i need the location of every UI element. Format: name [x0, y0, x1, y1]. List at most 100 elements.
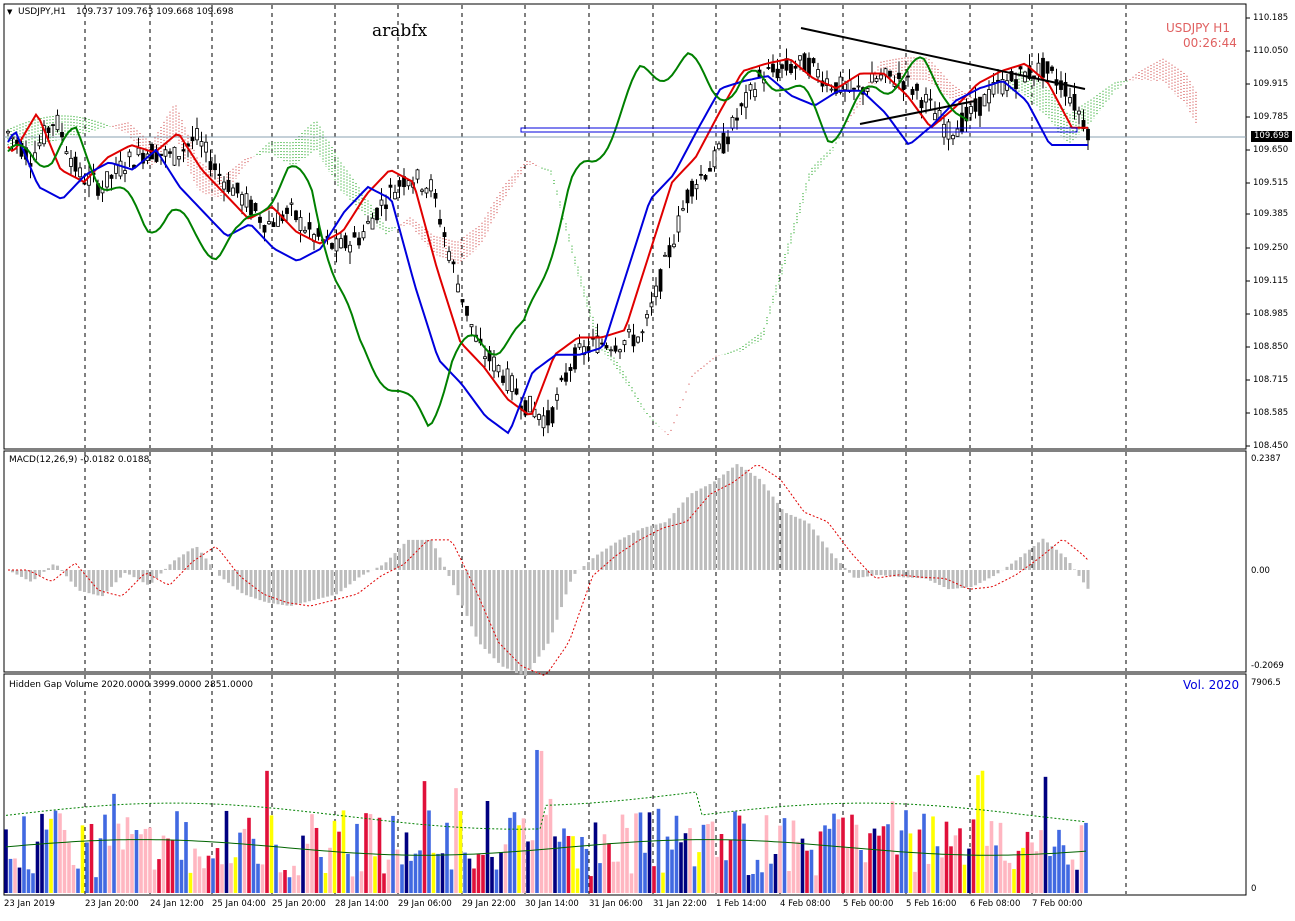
volume-bar: [301, 835, 305, 893]
candle-body: [384, 204, 388, 210]
volume-bar: [895, 854, 899, 893]
symbol-menu-arrow-icon[interactable]: ▼: [7, 8, 13, 16]
volume-bar: [647, 812, 652, 893]
candle-body: [271, 222, 276, 227]
volume-scale-bottom: 0: [1251, 884, 1257, 894]
volume-bar: [1048, 856, 1052, 893]
time-tick-label: 29 Jan 06:00: [398, 899, 452, 909]
volume-bar: [697, 852, 701, 893]
macd-signal-line: [8, 465, 1089, 676]
candle-body: [460, 299, 465, 303]
candle-body: [397, 180, 402, 187]
time-tick-label: 6 Feb 08:00: [970, 899, 1021, 909]
candle-body: [753, 89, 757, 98]
volume-bar: [1007, 862, 1012, 893]
candle-body: [681, 208, 685, 211]
candle-body: [798, 55, 802, 61]
candle-body: [919, 99, 924, 109]
candle-body: [1014, 79, 1018, 90]
candle-body: [694, 184, 699, 190]
candle-body: [424, 187, 429, 194]
corner-symbol: USDJPY H1: [1166, 21, 1230, 35]
volume-bar: [490, 856, 494, 893]
horizontal-level-box: [520, 127, 1078, 133]
candle-body: [910, 89, 915, 95]
price-tick-label: 110.050: [1253, 46, 1289, 56]
volume-bar: [454, 788, 458, 893]
volume-bar: [224, 810, 229, 893]
candle-body: [1068, 97, 1072, 104]
candle-body: [330, 243, 334, 249]
price-tick-label: 108.715: [1253, 375, 1289, 385]
volume-bar: [319, 856, 323, 893]
time-tick-label: 7 Feb 00:00: [1032, 899, 1083, 909]
volume-bar: [823, 825, 827, 893]
volume-bar: [220, 864, 224, 893]
macd-panel: [3, 450, 1247, 673]
candle-body: [991, 81, 996, 95]
candle-body: [55, 114, 60, 131]
volume-panel: [3, 673, 1247, 896]
volume-bar: [832, 813, 836, 893]
candle-body: [1018, 66, 1023, 70]
volume-bar: [953, 835, 958, 893]
ohlc-readout: 109.737 109.763 109.668 109.698: [76, 7, 234, 17]
candle-body: [573, 347, 577, 370]
candle-body: [289, 202, 294, 205]
volume-bar: [818, 831, 823, 893]
volume-bar: [395, 849, 400, 893]
volume-bar: [598, 863, 602, 893]
candle-body: [456, 283, 460, 293]
volume-bar: [751, 873, 755, 893]
volume-bar: [620, 814, 625, 893]
candle-body: [645, 314, 649, 319]
volume-bar: [508, 817, 512, 893]
volume-bar: [521, 818, 526, 893]
candle-body: [789, 64, 793, 73]
volume-bar: [103, 814, 107, 893]
volume-bar: [526, 841, 530, 893]
volume-bar: [1003, 860, 1007, 893]
volume-bar: [310, 814, 314, 893]
volume-bar: [665, 836, 670, 893]
volume-bar: [746, 875, 751, 893]
candle-body: [978, 96, 982, 116]
candle-body: [118, 160, 123, 177]
volume-bar: [863, 862, 868, 893]
volume-bar: [202, 868, 206, 893]
volume-bar: [1021, 847, 1025, 893]
volume-bar: [305, 843, 310, 893]
candle-body: [609, 349, 613, 352]
candle-body: [253, 203, 258, 212]
candle-body: [699, 173, 703, 176]
volume-bar: [796, 841, 800, 893]
candle-body: [204, 141, 208, 153]
candle-body: [208, 161, 213, 171]
time-tick-label: 4 Feb 08:00: [780, 899, 831, 909]
time-tick-label: 31 Jan 06:00: [589, 899, 643, 909]
candle-body: [420, 189, 424, 192]
candle-body: [483, 356, 487, 360]
candle-body: [406, 180, 411, 187]
volume-bar: [4, 829, 8, 893]
candle-body: [181, 149, 186, 152]
volume-bar: [166, 838, 170, 893]
price-tick-label: 108.450: [1253, 441, 1289, 451]
candle-body: [735, 117, 739, 121]
volume-bar: [616, 861, 620, 893]
time-tick-label: 23 Jan 20:00: [85, 899, 139, 909]
candle-body: [879, 74, 883, 80]
time-tick-label: 23 Jan 2019: [4, 899, 55, 909]
volume-bar: [323, 873, 328, 893]
candle-body: [348, 244, 352, 253]
volume-bar: [580, 836, 584, 893]
candle-body: [1072, 93, 1077, 111]
candle-body: [370, 217, 375, 230]
volume-bar: [625, 827, 629, 893]
volume-bar: [530, 840, 535, 893]
price-panel: [3, 3, 1247, 450]
volume-average-line: [5, 839, 1087, 856]
volume-bar: [148, 827, 152, 893]
volume-bar: [337, 831, 341, 893]
